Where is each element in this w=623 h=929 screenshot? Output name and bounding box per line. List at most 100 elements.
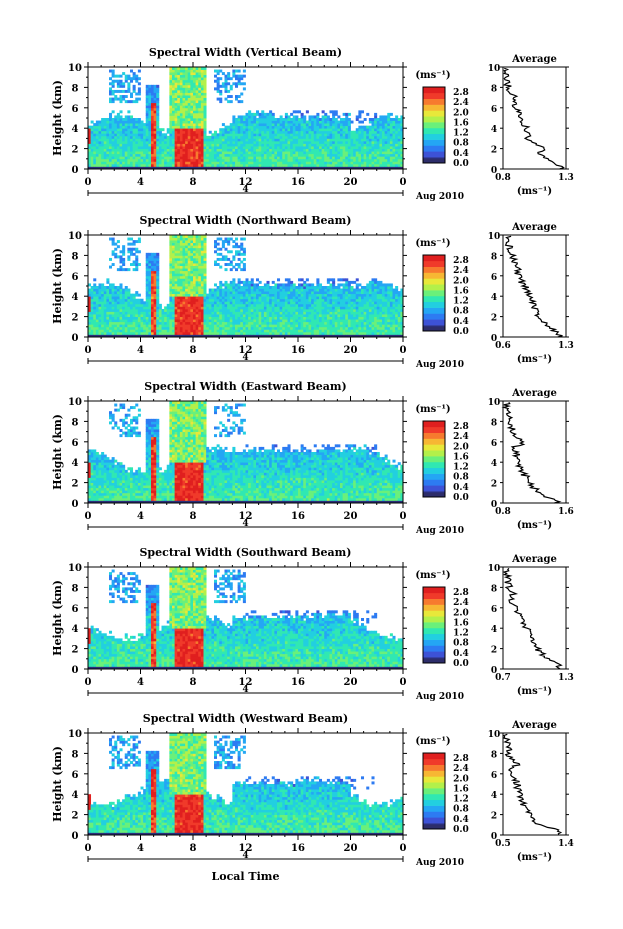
x-tick-label: 20 (344, 511, 358, 522)
date-label: Aug 2010 (415, 692, 464, 702)
average-y-tick-label: 6 (491, 105, 497, 115)
unit-label: (ms⁻¹) (415, 570, 450, 581)
y-tick-label: 10 (68, 729, 82, 740)
y-tick-label: 6 (72, 272, 79, 283)
x-tick-label: 16 (291, 345, 305, 356)
date-label: Aug 2010 (415, 360, 464, 370)
colorbar-zero-band (423, 493, 445, 497)
y-axis-label: Height (km) (51, 414, 64, 490)
colorbar-swatch (423, 753, 445, 760)
y-tick-label: 0 (72, 333, 79, 344)
x-tick-label: 20 (344, 843, 358, 854)
average-y-tick-label: 4 (491, 625, 497, 635)
average-frame (502, 566, 567, 670)
y-tick-label: 8 (72, 583, 79, 594)
colorbar-swatch (423, 438, 445, 445)
y-tick-label: 2 (72, 811, 79, 822)
colorbar-tick-label: 2.4 (453, 764, 469, 774)
y-tick-label: 6 (72, 604, 79, 615)
average-y-tick-label: 6 (491, 771, 497, 781)
colorbar-tick-label: 0.4 (453, 317, 469, 327)
y-tick-label: 8 (72, 749, 79, 760)
x-tick-label: 0 (85, 843, 92, 854)
y-tick-label: 10 (68, 397, 82, 408)
colorbar-swatch (423, 284, 445, 291)
average-x-tick-label: 1.4 (558, 839, 574, 849)
colorbar-tick-label: 1.2 (453, 795, 469, 805)
colorbar-swatch (423, 110, 445, 117)
y-tick-label: 0 (72, 499, 79, 510)
average-x-label: (ms⁻¹) (517, 354, 552, 365)
y-tick-label: 8 (72, 251, 79, 262)
average-y-tick-label: 10 (488, 564, 501, 574)
colorbar-swatch (423, 473, 445, 480)
y-tick-label: 0 (72, 665, 79, 676)
average-frame (502, 732, 567, 836)
average-y-tick-label: 2 (491, 314, 497, 324)
heatmap (88, 401, 404, 504)
average-x-label: (ms⁻¹) (517, 520, 552, 531)
colorbar-tick-label: 0.0 (453, 493, 469, 503)
y-tick-label: 10 (68, 63, 82, 74)
x-tick-label: 20 (344, 345, 358, 356)
x-tick-label: 0 (85, 345, 92, 356)
colorbar-swatch (423, 295, 445, 303)
colorbar-tick-label: 0.8 (453, 473, 469, 483)
panel-title: Spectral Width (Eastward Beam) (144, 380, 346, 393)
colorbar-swatch (423, 782, 445, 789)
y-tick-label: 2 (72, 313, 79, 324)
colorbar-swatch (423, 92, 445, 99)
y-tick-label: 10 (68, 563, 82, 574)
colorbar-tick-label: 0.8 (453, 639, 469, 649)
colorbar-zero-band (423, 659, 445, 663)
x-tick-label: 0 (85, 677, 92, 688)
panel-title: Spectral Width (Vertical Beam) (149, 46, 342, 59)
colorbar-swatch (423, 651, 445, 658)
colorbar-swatch (423, 788, 445, 795)
day-label: 4 (242, 685, 248, 695)
colorbar-swatch (423, 758, 445, 765)
x-tick-label: 0 (400, 677, 407, 688)
colorbar-swatch (423, 645, 445, 652)
average-y-tick-label: 8 (491, 84, 497, 94)
panel-title: Spectral Width (Westward Beam) (143, 712, 348, 725)
day-label: 4 (242, 519, 248, 529)
x-tick-label: 8 (190, 843, 197, 854)
y-tick-label: 6 (72, 770, 79, 781)
y-axis-label: Height (km) (51, 580, 64, 656)
x-tick-label: 20 (344, 677, 358, 688)
y-tick-label: 4 (72, 790, 79, 801)
colorbar-tick-label: 2.8 (453, 256, 469, 266)
colorbar-swatch (423, 266, 445, 273)
beam-panel: Spectral Width (Northward Beam) 0 2 4 6 8 10 0 4… (51, 214, 574, 370)
colorbar-swatch (423, 479, 445, 486)
colorbar-tick-label: 2.4 (453, 266, 469, 276)
y-tick-label: 4 (72, 124, 79, 135)
colorbar-swatch (423, 639, 445, 646)
x-tick-label: 8 (190, 345, 197, 356)
x-tick-label: 0 (85, 177, 92, 188)
x-tick-label: 0 (400, 177, 407, 188)
colorbar-tick-label: 0.4 (453, 649, 469, 659)
x-tick-label: 0 (85, 511, 92, 522)
beam-panel: Spectral Width (Eastward Beam) 0 2 4 6 8 10 0 4 8… (51, 380, 574, 536)
y-tick-label: 6 (72, 104, 79, 115)
average-y-tick-label: 8 (491, 418, 497, 428)
colorbar-tick-label: 1.2 (453, 629, 469, 639)
y-axis-label: Height (km) (51, 80, 64, 156)
average-y-tick-label: 8 (491, 584, 497, 594)
colorbar-swatch (423, 633, 445, 640)
y-tick-label: 0 (72, 165, 79, 176)
date-label: Aug 2010 (415, 858, 464, 868)
colorbar-swatch (423, 313, 445, 320)
average-y-tick-label: 0 (491, 666, 497, 676)
heatmap (88, 67, 404, 170)
average-profile-line (504, 235, 563, 338)
x-tick-label: 8 (190, 177, 197, 188)
colorbar-swatch (423, 622, 445, 629)
colorbar-tick-label: 2.8 (453, 88, 469, 98)
panel-title: Spectral Width (Northward Beam) (140, 214, 352, 227)
day-label: 4 (242, 851, 248, 861)
colorbar-swatch (423, 98, 445, 105)
colorbar-swatch (423, 604, 445, 611)
